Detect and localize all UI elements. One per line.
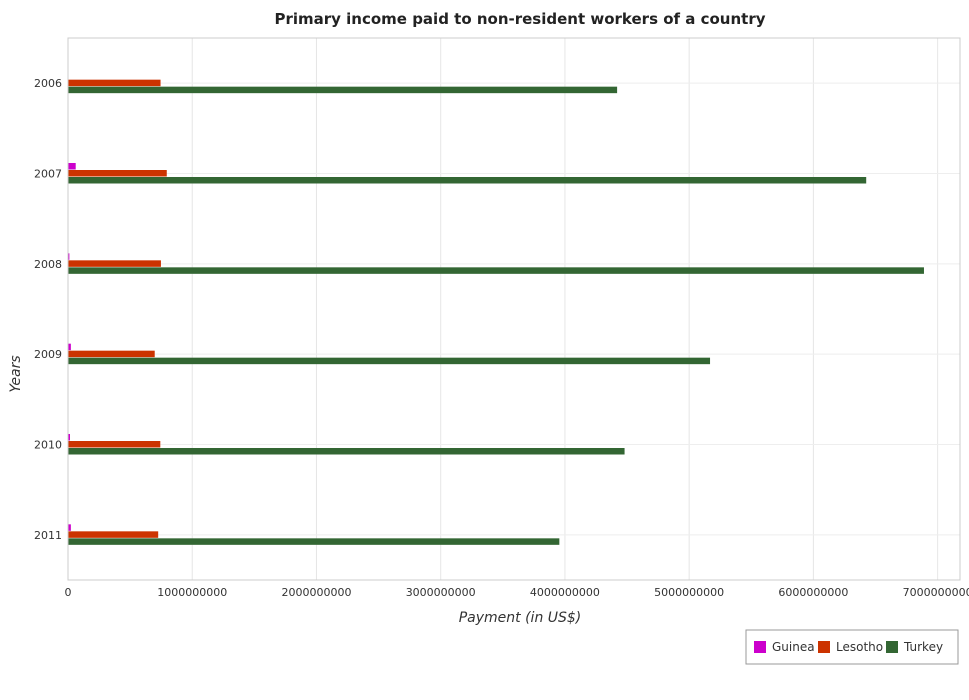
x-tick-label: 3000000000: [406, 586, 476, 599]
bar-turkey-2009: [68, 357, 711, 365]
x-tick-label: 1000000000: [157, 586, 227, 599]
y-tick-label: 2010: [34, 439, 62, 452]
bar-guinea-2009: [68, 343, 71, 351]
plot-border: [67, 37, 961, 581]
bar-guinea-2010: [68, 434, 70, 441]
bar-guinea-2007: [68, 163, 76, 170]
bar-turkey-2006: [68, 86, 618, 94]
bars: [68, 72, 924, 545]
bar-turkey-2011: [68, 538, 560, 545]
bar-lesotho-2009: [68, 350, 155, 358]
x-tick-label: 6000000000: [778, 586, 848, 599]
y-tick-label: 2011: [34, 529, 62, 542]
legend-label-guinea: Guinea: [772, 640, 815, 654]
x-tick-label: 2000000000: [281, 586, 351, 599]
x-tick-label: 4000000000: [530, 586, 600, 599]
bar-guinea-2011: [68, 524, 71, 531]
chart-title: Primary income paid to non-resident work…: [274, 10, 765, 28]
bar-lesotho-2010: [68, 441, 161, 448]
grid: [67, 38, 960, 580]
legend-label-lesotho: Lesotho: [836, 640, 883, 654]
legend-swatch-lesotho: [818, 641, 830, 653]
y-tick-label: 2007: [34, 168, 62, 181]
legend-swatch-guinea: [754, 641, 766, 653]
x-tick-label: 5000000000: [654, 586, 724, 599]
legend-box: [745, 629, 959, 665]
bar-lesotho-2007: [68, 170, 167, 177]
bar-lesotho-2008: [68, 260, 161, 267]
x-axis-label: Payment (in US$): [459, 610, 582, 626]
x-tick-label: 0: [65, 586, 72, 599]
legend: Guinea Lesotho Turkey: [745, 629, 959, 665]
bar-lesotho-2006: [68, 79, 161, 87]
legend-label-turkey: Turkey: [903, 640, 943, 654]
bar-turkey-2007: [68, 177, 867, 184]
x-axis-ticks: 0 1000000000 2000000000 3000000000 400000000…: [65, 586, 969, 599]
x-tick-label: 7000000000: [903, 586, 969, 599]
legend-swatch-turkey: [886, 641, 898, 653]
bar-turkey-2008: [68, 267, 924, 274]
y-tick-label: 2008: [34, 258, 62, 271]
bar-guinea-2008: [68, 253, 70, 260]
y-tick-label: 2009: [34, 348, 62, 361]
y-axis-label: Years: [8, 355, 24, 392]
y-axis-ticks: 2006 2007 2008 2009 2010 2011: [34, 77, 62, 542]
bar-turkey-2010: [68, 448, 625, 455]
y-tick-label: 2006: [34, 77, 62, 90]
bar-lesotho-2011: [68, 531, 159, 538]
